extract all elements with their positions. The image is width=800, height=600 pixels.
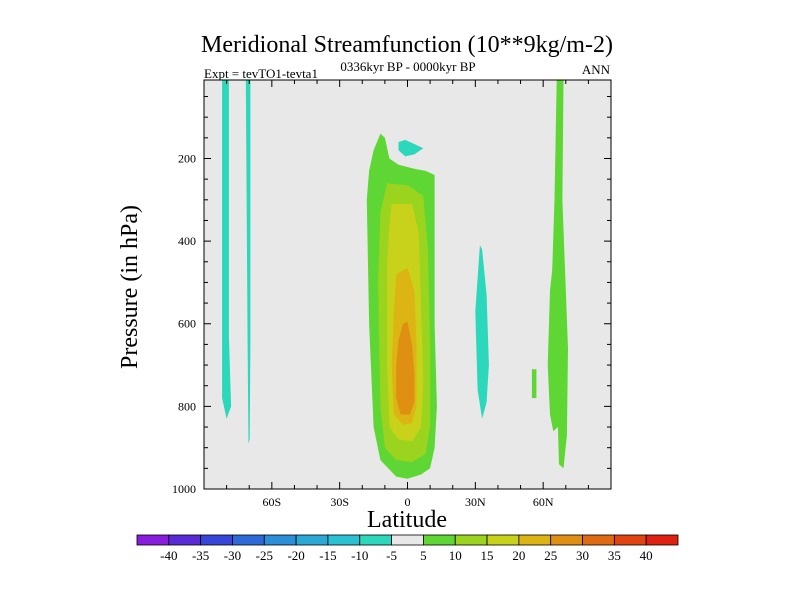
colorbar-swatch	[582, 534, 615, 546]
x-tick-label: 60S	[262, 495, 281, 509]
y-tick-label: 800	[178, 399, 196, 413]
colorbar-label: 40	[640, 548, 653, 563]
colorbar-label: -25	[256, 548, 273, 563]
colorbar-swatch	[327, 534, 361, 546]
colorbar-label: 25	[544, 548, 557, 563]
contour-green-band-65n	[547, 80, 568, 469]
colorbar-swatch	[391, 534, 424, 546]
colorbar-swatch	[645, 534, 679, 546]
colorbar-swatch	[454, 534, 488, 546]
y-axis-label: Pressure (in hPa)	[117, 205, 143, 369]
colorbar-label: -40	[160, 548, 177, 563]
colorbar-label: -10	[351, 548, 368, 563]
subtitle-center: 0336kyr BP - 0000kyr BP	[340, 59, 475, 74]
colorbar-swatch	[518, 534, 552, 546]
contour-cyan-band-sh-outer	[222, 80, 232, 419]
colorbar-label: 15	[481, 548, 494, 563]
colorbar-label: 35	[608, 548, 621, 563]
colorbar-swatch	[263, 534, 297, 546]
x-tick-label: 60N	[533, 495, 554, 509]
colorbar-swatch	[613, 534, 647, 546]
chart-title: Meridional Streamfunction (10**9kg/m-2)	[201, 32, 613, 58]
y-tick-label: 200	[178, 151, 196, 165]
contour-green-patch-55n	[531, 369, 537, 399]
colorbar-swatch	[295, 534, 329, 546]
y-tick-label: 1000	[172, 482, 196, 496]
y-tick-label: 400	[178, 234, 196, 248]
x-tick-label: 30S	[330, 495, 349, 509]
colorbar-label: -30	[224, 548, 241, 563]
contour-orange-cell-core	[396, 321, 415, 415]
colorbar-swatch	[136, 534, 170, 546]
colorbar-swatch	[168, 534, 202, 546]
x-tick-label: 0	[405, 495, 411, 509]
colorbar-label: 10	[449, 548, 462, 563]
contour-cyan-band-sh-inner	[245, 80, 251, 444]
colorbar-label: 30	[576, 548, 589, 563]
colorbar-label: -5	[386, 548, 397, 563]
colorbar-label: 20	[512, 548, 525, 563]
y-tick-label: 600	[178, 317, 196, 331]
colorbar-label: -35	[192, 548, 209, 563]
colorbar-swatch	[423, 534, 456, 546]
colorbar: -40 -35 -30 -25 -20 -15 -10 -5 5 10 15 20 25 30 35 40	[136, 534, 679, 563]
colorbar-label: -15	[319, 548, 336, 563]
contour-cyan-blob-upper	[398, 139, 424, 157]
colorbar-swatch	[550, 534, 583, 546]
subtitle-right: ANN	[582, 62, 611, 77]
plot-axes: 60S 30S 0 30N 60N 200 400 600 800 1000	[172, 79, 612, 509]
x-tick-label: 30N	[465, 495, 486, 509]
colorbar-swatch	[359, 534, 392, 546]
colorbar-label: 5	[420, 548, 427, 563]
subtitle-left: Expt = tevTO1-tevta1	[204, 66, 318, 81]
x-axis-label: Latitude	[367, 507, 447, 533]
contour-cyan-strip-30n	[475, 245, 489, 419]
colorbar-swatch	[486, 534, 520, 546]
colorbar-label: -20	[287, 548, 304, 563]
colorbar-swatch	[200, 534, 233, 546]
plot-area	[204, 80, 611, 489]
colorbar-swatch	[232, 534, 265, 546]
